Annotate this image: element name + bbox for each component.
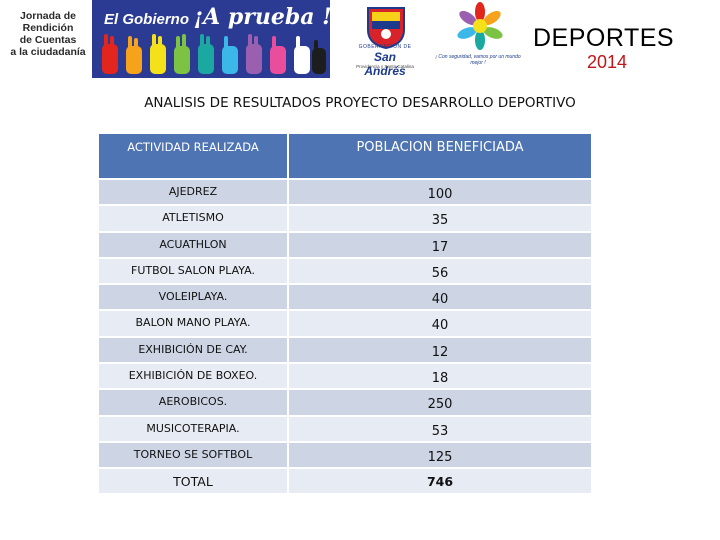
actividad-cell: ACUATHLON (99, 232, 289, 257)
actividad-cell: EXHIBICIÓN DE BOXEO. (99, 364, 289, 389)
total-label: TOTAL (99, 469, 289, 494)
poblacion-cell: 35 (431, 213, 449, 229)
poblacion-cell: 40 (431, 292, 449, 308)
report-title: ANALISIS DE RESULTADOS PROYECTO DESARROL… (144, 95, 576, 111)
actividad-cell: AJEDREZ (99, 180, 289, 205)
table-row: AJEDREZ 100 (99, 180, 591, 207)
year-label: 2014 (587, 52, 628, 72)
crest-subtitle: Providencia y Santa Catalina (356, 64, 414, 69)
actividad-cell: MUSICOTERAPIA. (99, 416, 289, 441)
poblacion-cell: 40 (431, 318, 449, 334)
poblacion-cell: 100 (427, 187, 453, 202)
total-value: 746 (426, 474, 454, 490)
column-header-poblacion: POBLACION BENEFICIADA (356, 140, 524, 155)
san-andres-crest-icon (367, 7, 405, 50)
gobierno-a-prueba-logo: El Gobierno ¡A prueba ! (92, 0, 330, 78)
table-row: EXHIBICIÓN DE BOXEO. 18 (99, 364, 591, 391)
slogan-text: ¡ Con seguridad, vamos por un mundo mejo… (435, 54, 521, 66)
actividad-cell: VOLEIPLAYA. (99, 285, 289, 310)
poblacion-cell: 250 (427, 397, 453, 413)
table-row: BALON MANO PLAYA. 40 (99, 311, 591, 338)
jornada-line: Rendición (22, 22, 74, 34)
raised-hands-icon (102, 34, 326, 74)
table-header-row: ACTIVIDAD REALIZADA POBLACION BENEFICIAD… (99, 134, 591, 180)
actividad-cell: EXHIBICIÓN DE CAY. (99, 337, 289, 363)
poblacion-cell: 17 (431, 239, 449, 255)
table-total-row: TOTAL 746 (99, 469, 591, 494)
crest-caption: GOBERNACIÓN DE (358, 44, 412, 50)
actividad-cell: BALON MANO PLAYA. (99, 311, 289, 336)
gobierno-title: El Gobierno ¡A prueba ! (104, 4, 330, 30)
poblacion-cell: 56 (431, 265, 449, 281)
gobierno-label: El Gobierno (104, 11, 190, 28)
poblacion-cell: 125 (427, 449, 453, 465)
jornada-line: Jornada de (19, 10, 77, 22)
results-table: ACTIVIDAD REALIZADA POBLACION BENEFICIAD… (99, 134, 591, 494)
table-row: MUSICOTERAPIA. 53 (99, 416, 591, 443)
crest-name: San Andrés (364, 50, 406, 78)
prueba-label: ¡A prueba ! (193, 4, 330, 30)
jornada-logo-text: Jornada de Rendición de Cuentas a la ciu… (8, 10, 88, 58)
poblacion-cell: 53 (431, 423, 449, 439)
table-row: ACUATHLON 17 (99, 232, 591, 259)
table-row: VOLEIPLAYA. 40 (99, 285, 591, 312)
jornada-line: de Cuentas (19, 34, 77, 46)
actividad-cell: TORNEO SE SOFTBOL (99, 442, 289, 468)
poblacion-cell: 18 (431, 371, 449, 387)
sun-flower-logo-icon (457, 2, 503, 50)
table-row: FUTBOL SALON PLAYA. 56 (99, 258, 591, 286)
column-header-actividad: ACTIVIDAD REALIZADA (99, 134, 289, 178)
poblacion-cell: 12 (431, 344, 449, 360)
jornada-line: a la ciudadanía (10, 46, 86, 58)
table-row: ATLETISMO 35 (99, 206, 591, 233)
table-row: EXHIBICIÓN DE CAY. 12 (99, 337, 591, 365)
table-row: TORNEO SE SOFTBOL 125 (99, 442, 591, 470)
section-title: DEPORTES (533, 24, 675, 52)
actividad-cell: FUTBOL SALON PLAYA. (99, 258, 289, 284)
actividad-cell: AEROBICOS. (99, 390, 289, 415)
actividad-cell: ATLETISMO (99, 206, 289, 231)
header-banner: Jornada de Rendición de Cuentas a la ciu… (0, 0, 720, 80)
table-row: AEROBICOS. 250 (99, 390, 591, 417)
